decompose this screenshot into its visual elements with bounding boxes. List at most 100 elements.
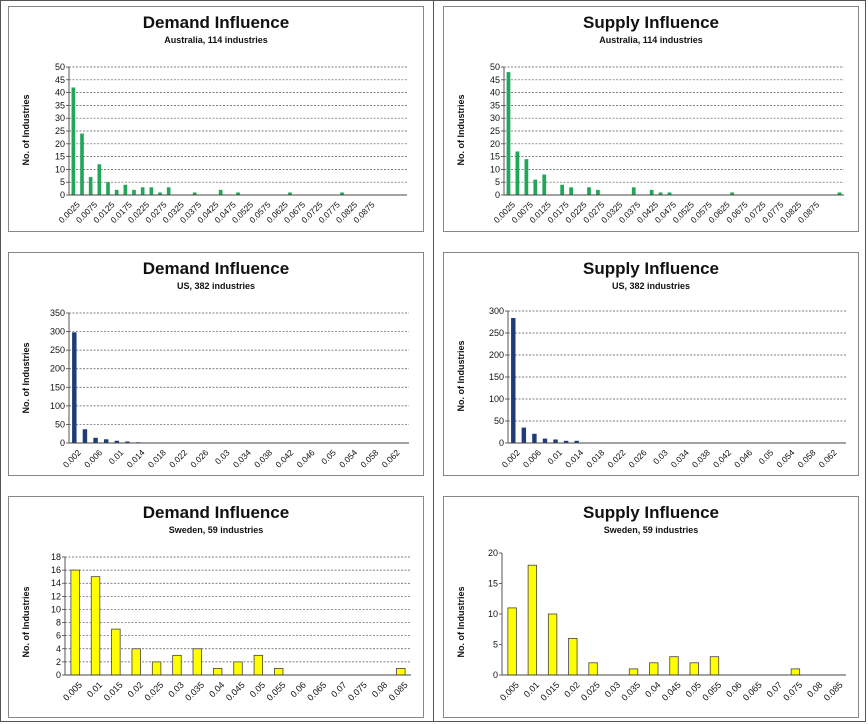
bar	[158, 192, 162, 195]
y-tick-label: 10	[51, 604, 61, 614]
y-tick-label: 0	[493, 670, 498, 680]
y-tick-label: 4	[56, 644, 61, 654]
x-tick-label: 0.065	[741, 680, 764, 703]
x-tick-label: 0.065	[305, 680, 328, 703]
y-tick-label: 10	[488, 609, 498, 619]
bar	[212, 668, 223, 676]
plot-area: 051015202530354045500.00250.00750.01250.…	[55, 62, 407, 225]
bar	[140, 187, 145, 195]
bar	[70, 569, 80, 676]
chart-panel-sweden-demand: Demand Influence Sweden, 59 industries N…	[8, 496, 424, 718]
x-tick-label: 0.042	[711, 447, 733, 469]
y-tick-label: 150	[50, 382, 65, 392]
bar	[111, 628, 121, 676]
x-tick-label: 0.026	[627, 447, 649, 469]
x-tick-label: 0.054	[774, 447, 796, 469]
bar	[631, 187, 636, 195]
x-tick-label: 0.03	[213, 447, 232, 466]
y-tick-label: 20	[488, 548, 498, 558]
bar	[588, 662, 598, 676]
chart-title: Demand Influence	[142, 13, 290, 32]
x-tick-label: 0.038	[690, 447, 712, 469]
bar	[149, 187, 154, 195]
plot-area: 0 50 100 150 200 250 300 350 0.002 0.006 0.01 0.014…	[50, 308, 409, 470]
x-tick-label: 0.035	[183, 680, 206, 703]
y-tick-label: 200	[489, 350, 504, 360]
bar	[628, 668, 639, 676]
chart-subtitle: US, 382 industries	[176, 281, 256, 291]
y-tick-label: 6	[56, 631, 61, 641]
y-tick-label: 50	[490, 62, 500, 72]
bar	[574, 440, 579, 443]
y-tick-label: 40	[490, 88, 500, 98]
bar	[274, 668, 284, 676]
bar	[125, 441, 130, 443]
x-tick-label: 0.085	[387, 680, 410, 703]
bar	[689, 662, 699, 676]
y-tick-label: 25	[490, 126, 500, 136]
x-tick-label: 0.025	[142, 680, 165, 703]
x-tick-label: 0.054	[337, 447, 359, 469]
y-tick-label: 50	[55, 62, 65, 72]
y-tick-label: 200	[50, 364, 65, 374]
bar	[72, 332, 77, 443]
y-tick-label: 8	[56, 618, 61, 628]
x-tick-label: 0.045	[660, 680, 683, 703]
x-tick-label: 0.015	[102, 680, 125, 703]
y-tick-label: 100	[489, 394, 504, 404]
chart-panel-us-supply: Supply Influence US, 382 industries No. …	[443, 252, 859, 476]
x-tick-label: 0.014	[563, 447, 585, 469]
bar	[103, 439, 109, 443]
x-tick-label: 0.005	[498, 680, 521, 703]
y-tick-label: 5	[493, 640, 498, 650]
x-tick-label: 0.085	[822, 680, 845, 703]
x-tick-label: 0.035	[619, 680, 642, 703]
bar	[524, 159, 529, 195]
chart-subtitle: Sweden, 59 industries	[603, 525, 699, 535]
y-tick-label: 15	[55, 152, 65, 162]
y-tick-label: 0	[60, 190, 65, 200]
bar	[730, 192, 735, 195]
bar	[123, 184, 128, 195]
x-tick-label: 0.026	[188, 447, 210, 469]
y-tick-label: 300	[50, 327, 65, 337]
bar	[542, 438, 548, 443]
chart-title: Supply Influence	[582, 259, 720, 278]
y-tick-label: 5	[60, 177, 65, 187]
bar	[114, 440, 120, 443]
bar	[71, 87, 76, 195]
x-tick-label: 0.05	[757, 447, 776, 466]
bar	[340, 192, 344, 195]
bar	[596, 189, 600, 195]
bar	[506, 72, 511, 195]
x-tick-label: 0.018	[146, 447, 168, 469]
chart-panel-australia-demand: Demand Influence Australia, 114 industri…	[8, 6, 424, 232]
chart-subtitle: Australia, 114 industries	[599, 35, 703, 45]
y-tick-label: 14	[51, 578, 61, 588]
x-tick-label: 0.062	[817, 447, 839, 469]
y-tick-label: 300	[489, 306, 504, 316]
bar	[542, 174, 547, 195]
y-tick-label: 20	[55, 139, 65, 149]
bar	[837, 192, 842, 195]
y-tick-label: 15	[490, 152, 500, 162]
y-tick-label: 250	[489, 328, 504, 338]
bar	[131, 648, 141, 676]
x-tick-label: 0.01	[545, 447, 564, 466]
y-tick-label: 25	[55, 126, 65, 136]
x-tick-label: 0.01	[107, 447, 126, 466]
y-tick-label: 0	[499, 438, 504, 448]
x-tick-label: 0.038	[252, 447, 274, 469]
x-tick-label: 0.015	[538, 680, 561, 703]
bar	[515, 151, 520, 195]
bar	[114, 189, 119, 195]
x-tick-label: 0.002	[61, 447, 83, 469]
y-tick-label: 15	[488, 579, 498, 589]
x-tick-label: 0.075	[346, 680, 369, 703]
bar	[553, 439, 558, 443]
y-tick-label: 250	[50, 345, 65, 355]
x-tick-label: 0.006	[82, 447, 104, 469]
x-tick-label: 0.022	[605, 447, 627, 469]
y-tick-label: 45	[55, 75, 65, 85]
